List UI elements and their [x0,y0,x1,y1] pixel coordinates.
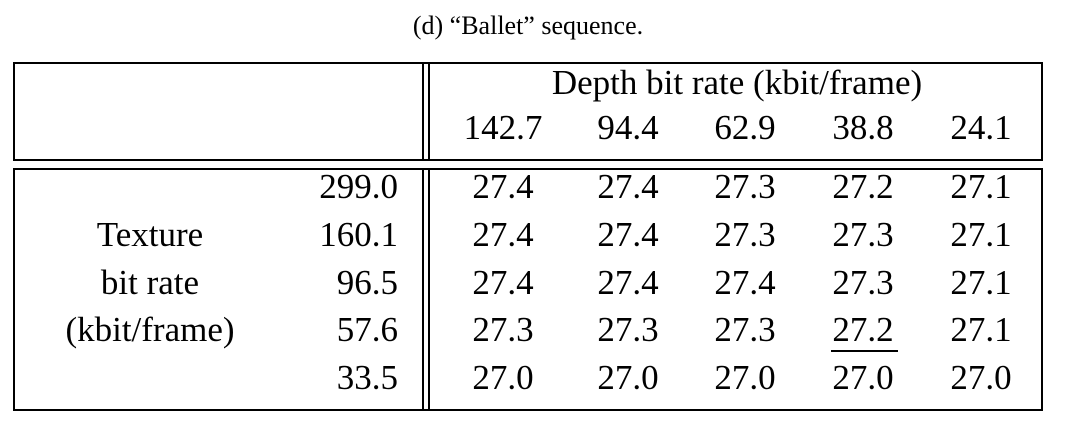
cell: 27.4 [714,263,775,302]
row-label: 96.5 [337,263,398,302]
header-box [13,62,1043,161]
cell: 27.4 [472,167,533,206]
cell: 27.3 [597,310,658,349]
row-header: (kbit/frame) [65,310,234,349]
cell: 27.0 [472,358,533,397]
column-header: 38.8 [832,108,893,147]
row-label: 57.6 [337,310,398,349]
cell: 27.3 [472,310,533,349]
cell: 27.4 [597,263,658,302]
header-title: Depth bit rate (kbit/frame) [552,63,922,102]
cell: 27.1 [950,263,1011,302]
cell: 27.0 [597,358,658,397]
cell: 27.0 [714,358,775,397]
column-header: 94.4 [597,108,658,147]
cell: 27.4 [597,167,658,206]
cell: 27.1 [950,310,1011,349]
row-label: 33.5 [337,358,398,397]
row-label: 299.0 [319,167,398,206]
caption: (d) “Ballet” sequence. [413,11,643,40]
cell: 27.2 [832,310,893,349]
cell: 27.4 [597,215,658,254]
cell: 27.1 [950,215,1011,254]
column-header: 142.7 [464,108,543,147]
cell: 27.0 [832,358,893,397]
cell: 27.4 [472,263,533,302]
cell: 27.0 [950,358,1011,397]
cell: 27.3 [714,310,775,349]
column-header: 24.1 [950,108,1011,147]
cell: 27.3 [832,263,893,302]
row-header: Texture [97,215,203,254]
body-box [13,168,1043,411]
cell: 27.3 [832,215,893,254]
cell: 27.3 [714,215,775,254]
cell: 27.3 [714,167,775,206]
cell: 27.1 [950,167,1011,206]
cell: 27.2 [832,167,893,206]
row-label: 160.1 [319,215,398,254]
cell: 27.4 [472,215,533,254]
column-header: 62.9 [714,108,775,147]
row-header: bit rate [101,263,199,302]
